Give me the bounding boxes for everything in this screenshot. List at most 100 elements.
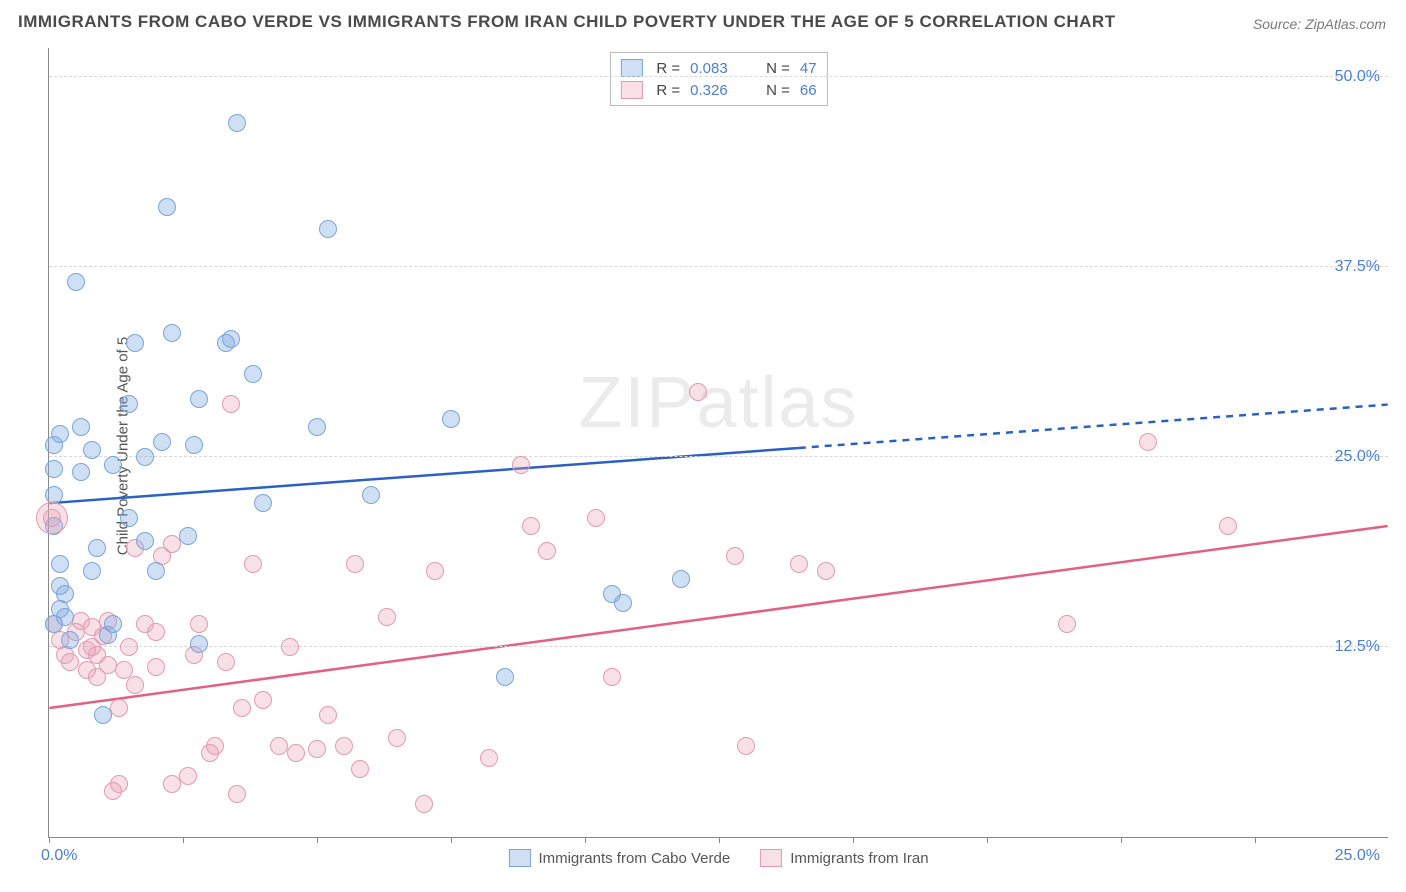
n-label: N = bbox=[766, 82, 790, 99]
series-legend: Immigrants from Cabo Verde Immigrants fr… bbox=[508, 849, 928, 867]
swatch-series-b bbox=[760, 849, 782, 867]
series-b-name: Immigrants from Iran bbox=[790, 850, 928, 867]
data-point-a bbox=[179, 527, 197, 545]
x-tick bbox=[585, 837, 586, 843]
data-point-b bbox=[228, 785, 246, 803]
data-point-b bbox=[522, 517, 540, 535]
x-tick bbox=[987, 837, 988, 843]
data-point-b bbox=[110, 699, 128, 717]
data-point-a bbox=[120, 509, 138, 527]
x-tick bbox=[1121, 837, 1122, 843]
data-point-a bbox=[496, 668, 514, 686]
data-point-a bbox=[319, 220, 337, 238]
data-point-a bbox=[228, 114, 246, 132]
data-point-a bbox=[190, 390, 208, 408]
data-point-b bbox=[190, 615, 208, 633]
data-point-b bbox=[335, 737, 353, 755]
data-point-b bbox=[378, 608, 396, 626]
r-label: R = bbox=[656, 60, 680, 77]
swatch-series-a bbox=[508, 849, 530, 867]
data-point-b bbox=[147, 623, 165, 641]
data-point-a bbox=[83, 441, 101, 459]
data-point-a bbox=[88, 539, 106, 557]
swatch-series-a bbox=[620, 59, 642, 77]
data-point-a bbox=[72, 418, 90, 436]
x-min-label: 0.0% bbox=[41, 847, 77, 865]
data-point-b bbox=[603, 668, 621, 686]
x-tick bbox=[853, 837, 854, 843]
data-point-a bbox=[190, 635, 208, 653]
data-point-a bbox=[72, 463, 90, 481]
n-label: N = bbox=[766, 60, 790, 77]
data-point-b bbox=[538, 542, 556, 560]
data-point-a bbox=[61, 631, 79, 649]
data-point-b bbox=[254, 691, 272, 709]
data-point-b bbox=[1058, 615, 1076, 633]
n-value-a: 47 bbox=[800, 60, 817, 77]
legend-row-b: R = 0.326 N = 66 bbox=[620, 79, 816, 101]
data-point-b bbox=[737, 737, 755, 755]
data-point-a bbox=[614, 594, 632, 612]
data-point-a bbox=[222, 330, 240, 348]
data-point-b bbox=[222, 395, 240, 413]
data-point-b bbox=[817, 562, 835, 580]
plot-area: ZIPatlas R = 0.083 N = 47 R = 0.326 N = … bbox=[48, 48, 1388, 838]
data-point-b bbox=[726, 547, 744, 565]
r-value-a: 0.083 bbox=[690, 60, 750, 77]
data-point-a bbox=[362, 486, 380, 504]
n-value-b: 66 bbox=[800, 82, 817, 99]
data-point-b bbox=[426, 562, 444, 580]
data-point-a bbox=[185, 436, 203, 454]
data-point-b bbox=[512, 456, 530, 474]
data-point-b bbox=[110, 775, 128, 793]
r-value-b: 0.326 bbox=[690, 82, 750, 99]
data-point-b bbox=[351, 760, 369, 778]
data-point-a bbox=[147, 562, 165, 580]
data-point-b bbox=[480, 749, 498, 767]
trend-lines bbox=[49, 48, 1388, 837]
swatch-series-b bbox=[620, 81, 642, 99]
data-point-a bbox=[153, 433, 171, 451]
data-point-a bbox=[158, 198, 176, 216]
y-tick-label: 50.0% bbox=[1335, 68, 1380, 86]
data-point-a bbox=[254, 494, 272, 512]
x-tick bbox=[183, 837, 184, 843]
data-point-a bbox=[120, 395, 138, 413]
y-tick-label: 12.5% bbox=[1335, 638, 1380, 656]
data-point-b bbox=[179, 767, 197, 785]
watermark-bold: ZIP bbox=[578, 363, 696, 443]
data-point-b bbox=[1139, 433, 1157, 451]
data-point-b bbox=[120, 638, 138, 656]
data-point-b bbox=[319, 706, 337, 724]
data-point-a bbox=[83, 562, 101, 580]
data-point-a bbox=[45, 460, 63, 478]
data-point-b bbox=[790, 555, 808, 573]
correlation-legend: R = 0.083 N = 47 R = 0.326 N = 66 bbox=[609, 52, 827, 106]
chart-title: IMMIGRANTS FROM CABO VERDE VS IMMIGRANTS… bbox=[18, 12, 1116, 32]
data-point-b bbox=[147, 658, 165, 676]
data-point-b bbox=[281, 638, 299, 656]
x-tick bbox=[317, 837, 318, 843]
data-point-b bbox=[1219, 517, 1237, 535]
data-point-a bbox=[136, 448, 154, 466]
gridline bbox=[49, 76, 1388, 77]
x-tick bbox=[1255, 837, 1256, 843]
data-point-a bbox=[45, 615, 63, 633]
data-point-b bbox=[689, 383, 707, 401]
data-point-a bbox=[51, 425, 69, 443]
data-point-b bbox=[308, 740, 326, 758]
gridline bbox=[49, 266, 1388, 267]
gridline bbox=[49, 646, 1388, 647]
y-tick-label: 25.0% bbox=[1335, 448, 1380, 466]
data-point-a bbox=[672, 570, 690, 588]
data-point-a bbox=[94, 706, 112, 724]
data-point-b bbox=[346, 555, 364, 573]
data-point-b bbox=[233, 699, 251, 717]
x-tick bbox=[49, 837, 50, 843]
data-point-large bbox=[36, 502, 68, 534]
watermark: ZIPatlas bbox=[578, 362, 858, 444]
data-point-b bbox=[415, 795, 433, 813]
data-point-b bbox=[587, 509, 605, 527]
source-attribution: Source: ZipAtlas.com bbox=[1253, 16, 1386, 32]
data-point-b bbox=[244, 555, 262, 573]
